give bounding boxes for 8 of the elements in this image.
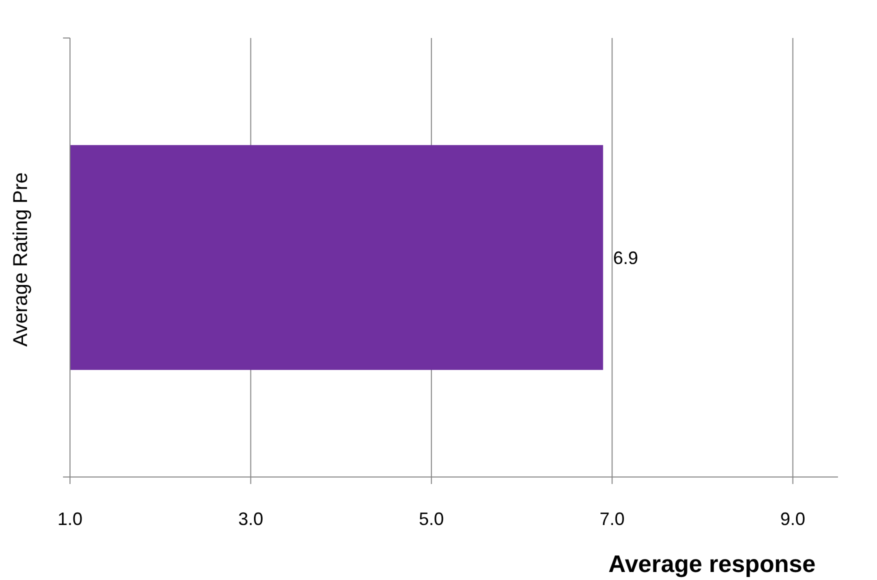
x-tick-label: 5.0: [418, 509, 444, 529]
x-tick-label: 9.0: [780, 509, 806, 529]
x-tick-label: 3.0: [238, 509, 264, 529]
x-axis-title: Average response: [608, 551, 816, 578]
x-tick-label: 7.0: [600, 509, 625, 529]
y-axis-title: Average Rating Pre: [10, 172, 32, 347]
x-tick-label: 1.0: [57, 509, 83, 529]
data-label: 6.9: [613, 248, 638, 268]
